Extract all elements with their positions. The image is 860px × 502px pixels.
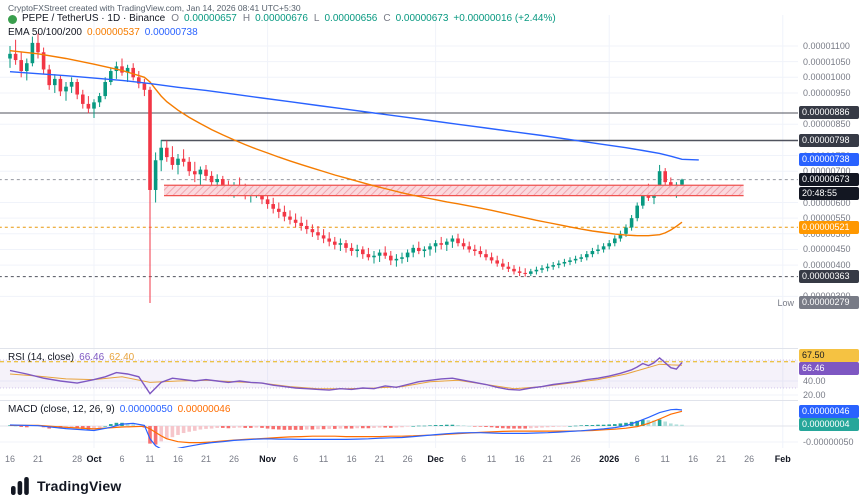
macd-legend: MACD (close, 12, 26, 9) 0.00000050 0.000… — [8, 404, 230, 416]
time-axis-label: 6 — [461, 454, 467, 464]
time-axis-label: 6 — [119, 454, 125, 464]
rsi-value: 66.46 — [79, 352, 105, 363]
price-axis-label: 0.00000400 — [803, 260, 851, 271]
low-label: L — [313, 13, 320, 24]
macd-badge: 0.00000004 — [799, 418, 859, 432]
ema-legend: EMA 50/100/200 0.00000537 0.00000738 — [8, 27, 198, 39]
price-axis-label: 0.00000500 — [803, 228, 851, 239]
rsi-ma-value: 62.40 — [109, 352, 135, 363]
time-axis-label: 26 — [228, 454, 239, 464]
time-axis-label: 21 — [374, 454, 385, 464]
time-axis-label: 6 — [634, 454, 640, 464]
rsi-legend: RSI (14, close) 66.46 62.40 — [8, 352, 134, 364]
time-axis-label: 11 — [145, 454, 155, 464]
tradingview-wordmark: TradingView — [37, 478, 122, 494]
rsi-indicator-title[interactable]: RSI (14, close) — [8, 352, 75, 363]
time-axis-label: 21 — [716, 454, 727, 464]
time-axis-label: Nov — [259, 454, 277, 464]
tradingview-logo-icon — [11, 477, 29, 495]
candle-close-countdown: 20:48:55 — [799, 186, 859, 200]
price-axis[interactable]: 0.00001100 0.00001050 0.00001000 0.00000950… — [798, 0, 860, 470]
ema-slow-value: 0.00000738 — [144, 27, 198, 38]
macd-indicator-title[interactable]: MACD (close, 12, 26, 9) — [8, 404, 115, 415]
high-value: 0.00000676 — [255, 13, 308, 24]
symbol-title[interactable]: PEPE / TetherUS · 1D · Binance — [22, 13, 166, 24]
time-axis-label: 11 — [486, 454, 497, 464]
time-axis-label: Dec — [427, 454, 444, 464]
ema-indicator-title[interactable]: EMA 50/100/200 — [8, 27, 82, 38]
low-price-marker-label: Low — [777, 298, 794, 308]
price-axis-label: 0.00000700 — [803, 166, 851, 177]
time-axis-label: 16 — [346, 454, 357, 464]
rsi-pane — [0, 356, 798, 395]
price-badge: 0.00000886 — [799, 106, 859, 120]
change-value: +0.00000016 (+2.44%) — [453, 13, 556, 24]
ema-fast-value: 0.00000537 — [86, 27, 140, 38]
close-value: 0.00000673 — [395, 13, 449, 24]
time-axis-label: 16 — [4, 454, 15, 464]
price-badge: 0.00000738 — [799, 152, 859, 166]
price-axis-label: 0.00001000 — [803, 72, 851, 83]
macd-pane — [0, 408, 798, 448]
time-axis-label: 2026 — [599, 454, 620, 464]
time-axis-label: Feb — [774, 454, 791, 464]
open-value: 0.00000657 — [184, 13, 237, 24]
price-axis-label: 0.00000950 — [803, 87, 851, 98]
time-axis-label: 21 — [32, 454, 43, 464]
symbol-legend: PEPE / TetherUS · 1D · Binance O 0.00000… — [8, 13, 556, 25]
time-axis-label: 16 — [514, 454, 525, 464]
time-axis-label: 26 — [402, 454, 413, 464]
price-badge: 0.00000279 — [799, 296, 859, 310]
time-axis-label: 26 — [744, 454, 755, 464]
pane-divider[interactable] — [0, 348, 860, 349]
price-axis-label: 0.00001050 — [803, 56, 851, 67]
price-axis-label: 0.00000850 — [803, 119, 851, 130]
time-axis-label: 16 — [688, 454, 699, 464]
price-axis-label: 0.00000450 — [803, 244, 851, 255]
close-label: C — [383, 13, 391, 24]
high-label: H — [242, 13, 251, 24]
price-badge: 0.00000363 — [799, 270, 859, 284]
symbol-logo-icon — [8, 14, 17, 24]
open-label: O — [171, 13, 179, 24]
pane-divider[interactable] — [0, 400, 860, 401]
rsi-axis-label: 20.00 — [803, 390, 826, 400]
rsi-axis-label: 40.00 — [803, 376, 826, 386]
macd-badge: 0.00000046 — [799, 404, 859, 418]
price-axis-label: 0.00000300 — [803, 291, 851, 301]
time-axis-label: 11 — [660, 454, 670, 464]
time-axis-label: 21 — [542, 454, 553, 464]
time-axis-label: Oct — [86, 454, 102, 464]
tradingview-branding[interactable]: TradingView — [10, 476, 121, 496]
time-axis-label: 26 — [570, 454, 581, 464]
price-badge: 0.00000673 — [799, 173, 859, 187]
time-axis-label: 6 — [293, 454, 299, 464]
low-value: 0.00000656 — [324, 13, 378, 24]
macd-signal-value: 0.00000046 — [177, 404, 231, 415]
time-axis-label: 16 — [172, 454, 183, 464]
macd-line-value: 0.00000050 — [119, 404, 173, 415]
price-badge: 0.00000521 — [799, 220, 859, 234]
price-axis-label: 0.00000600 — [803, 197, 851, 208]
price-axis-label: 0.00001100 — [803, 41, 850, 51]
supply-zone — [164, 185, 744, 196]
time-axis-label: 21 — [200, 454, 211, 464]
attribution-text: CryptoFXStreet created with TradingView.… — [8, 3, 301, 13]
rsi-badge: 66.46 — [799, 362, 859, 376]
time-axis[interactable]: 16 21 28 Oct 6 11 16 21 26 Nov 6 11 16 21 26 Dec 6 11 16 21… — [0, 448, 798, 470]
price-pane — [0, 33, 798, 303]
rsi-badge: 67.50 — [799, 349, 859, 363]
price-badge: 0.00000798 — [799, 134, 859, 148]
time-axis-label: 28 — [72, 454, 83, 464]
macd-axis-label: -0.00000050 — [803, 437, 854, 447]
time-axis-label: 11 — [318, 454, 329, 464]
price-axis-label: 0.00000550 — [803, 213, 851, 224]
